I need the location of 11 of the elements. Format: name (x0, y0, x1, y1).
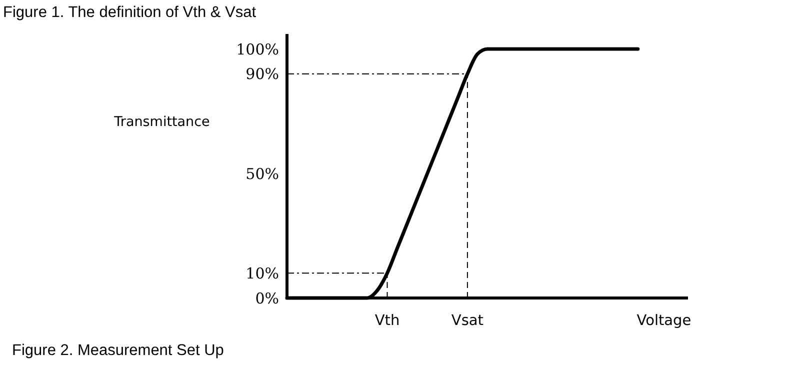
caption: Figure 2. Measurement Set Up (12, 342, 224, 359)
x-tick-label: Vsat (451, 313, 484, 329)
y-tick-label: 90% (246, 65, 279, 84)
y-tick-label: 50% (246, 164, 279, 183)
x-axis-title: Voltage (636, 313, 692, 329)
y-tick-label: 10% (246, 264, 279, 282)
text: Figure 1. The definition of Vth & Vsat (3, 4, 257, 21)
x-tick-label: Vth (374, 313, 400, 329)
y-axis-title: Transmittance (113, 114, 210, 130)
y-tick-label: 0% (255, 289, 279, 308)
y-tick-label: 100% (236, 40, 279, 58)
